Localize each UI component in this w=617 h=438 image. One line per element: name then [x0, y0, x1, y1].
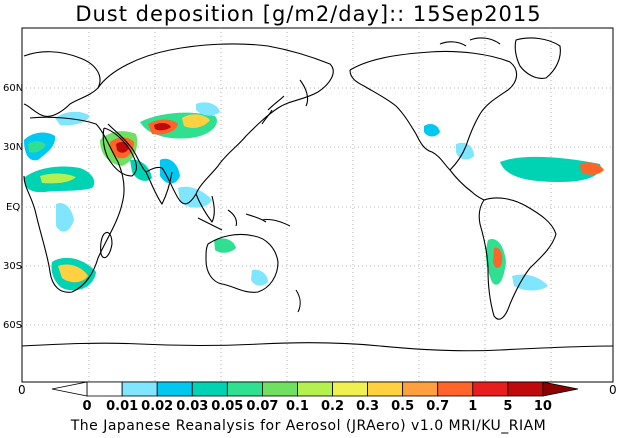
- coastline-north-america: [349, 50, 518, 171]
- dust-region-central-africa: [56, 202, 74, 232]
- colorbar-level-label: 0.01: [106, 399, 138, 414]
- colorbar-level-label: 5: [503, 399, 512, 414]
- footer-credit: The Japanese Reanalysis for Aerosol (JRA…: [70, 418, 547, 434]
- coastline-africa: [23, 116, 125, 293]
- dust-shading: [24, 102, 604, 291]
- lat-label-60s: 60S: [3, 320, 22, 331]
- colorbar-level-label: 0: [83, 399, 92, 414]
- colorbar-level-label: 0.5: [391, 399, 414, 414]
- dust-region-caribbean-core: [580, 162, 604, 175]
- lon-label-left: 0: [18, 383, 26, 397]
- colorbar-swatch: [86, 381, 123, 397]
- coastline-new-zealand: [295, 289, 301, 313]
- coastline-central-america: [449, 169, 485, 201]
- coastline-arabia: [102, 127, 138, 177]
- map-frame: [21, 27, 614, 383]
- colorbar-level-label: 0.07: [246, 399, 278, 414]
- colorbar-swatch: [402, 381, 439, 397]
- lat-label-eq: EQ: [6, 202, 20, 213]
- coastline-australia: [205, 233, 279, 293]
- dust-region-australia: [214, 238, 236, 253]
- dust-region-sahara-west-core: [28, 141, 46, 153]
- colorbar-swatch: [367, 381, 404, 397]
- colorbar-level-label: 0.1: [286, 399, 309, 414]
- colorbar: 0 0.01 0.02 0.03 0.05 0.07 0.1 0.2 0.3 0.5 0.7 1 5 10: [51, 381, 579, 414]
- colorbar-swatch: [121, 381, 158, 397]
- colorbar-level-label: 1: [468, 399, 477, 414]
- colorbar-swatch: [261, 381, 298, 397]
- colorbar-swatch: [51, 381, 88, 397]
- colorbar-level-label: 0.02: [141, 399, 173, 414]
- dust-region-gobi: [182, 114, 210, 128]
- dust-region-taklamakan-core: [154, 122, 171, 131]
- dust-region-caribbean: [500, 156, 601, 182]
- colorbar-level-label: 0.7: [426, 399, 449, 414]
- coastlines: [21, 37, 614, 352]
- dust-region-patagonia-core: [493, 247, 503, 268]
- lat-label-30s: 30S: [3, 261, 22, 272]
- dust-region-kalahari: [58, 264, 88, 283]
- coastline-arctic-islands: [439, 37, 501, 47]
- lon-label-right: 0: [609, 383, 617, 397]
- dust-region-se-asia: [178, 186, 212, 208]
- colorbar-level-label: 0.3: [356, 399, 379, 414]
- dust-region-sahara-core: [40, 173, 76, 184]
- colorbar-swatch: [472, 381, 509, 397]
- lat-label-60n: 60N: [3, 83, 23, 94]
- colorbar-swatch: [156, 381, 193, 397]
- coastline-india: [145, 171, 173, 205]
- latitude-labels: 60N 30N EQ 30S 60S: [3, 83, 23, 331]
- colorbar-swatch: [226, 381, 263, 397]
- colorbar-level-label: 0.2: [321, 399, 344, 414]
- colorbar-swatch: [297, 381, 333, 397]
- coastline-antarctica: [21, 342, 614, 352]
- colorbar-swatch: [437, 381, 474, 397]
- lat-label-30n: 30N: [3, 142, 23, 153]
- coastline-europe: [23, 51, 101, 117]
- dust-region-north-america: [424, 124, 440, 137]
- colorbar-swatch: [542, 381, 579, 397]
- dust-region-south-atlantic: [512, 274, 548, 291]
- coastline-indonesia: [197, 209, 267, 231]
- coastline-indochina: [195, 193, 215, 223]
- coastline-eurasia: [97, 43, 334, 205]
- coastline-japan: [261, 95, 285, 125]
- colorbar-level-label: 0.05: [211, 399, 243, 414]
- dust-region-india: [160, 158, 180, 184]
- coastline-south-america: [478, 197, 557, 320]
- dust-region-arabian-sea: [130, 159, 152, 181]
- dust-region-east-asia: [196, 102, 220, 116]
- dust-region-australia-east: [251, 269, 268, 286]
- map-title: Dust deposition [g/m2/day]:: 15Sep2015: [75, 2, 542, 26]
- graticule: [22, 28, 613, 382]
- colorbar-level-label: 10: [534, 399, 552, 414]
- coastline-madagascar: [100, 231, 113, 259]
- coastline-new-guinea: [261, 218, 291, 227]
- dust-region-gulf: [456, 142, 474, 160]
- coastline-greenland: [514, 37, 561, 79]
- colorbar-level-label: 0.03: [176, 399, 208, 414]
- coastline-kamchatka: [299, 79, 309, 107]
- colorbar-swatch: [507, 381, 544, 397]
- colorbar-swatch: [332, 381, 368, 397]
- colorbar-swatch: [191, 381, 228, 397]
